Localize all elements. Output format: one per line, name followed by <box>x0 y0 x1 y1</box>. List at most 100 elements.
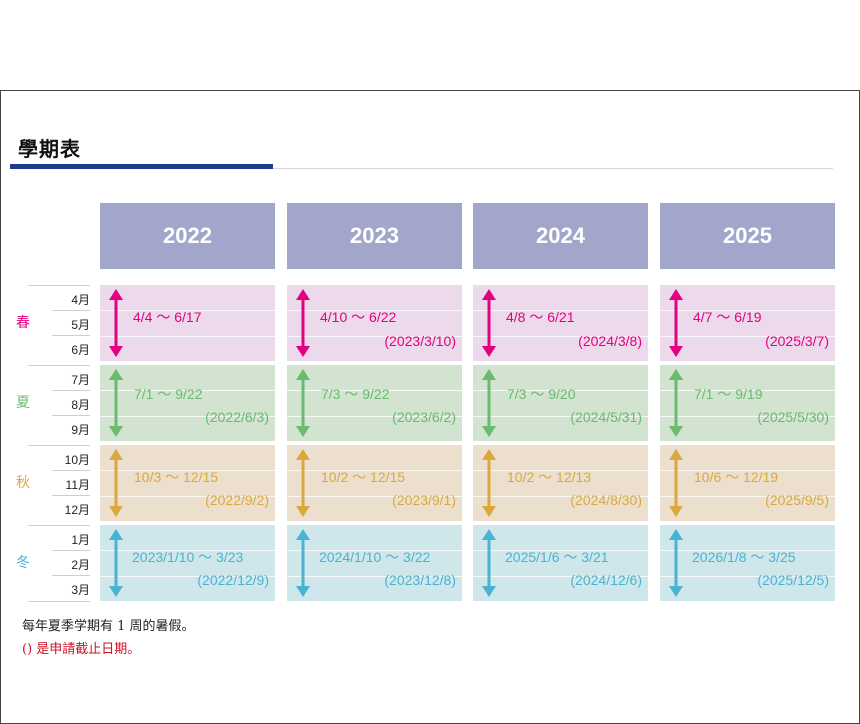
cell-divider <box>473 576 648 577</box>
application-deadline: (2022/9/2) <box>205 492 269 508</box>
arrow-head-down <box>669 346 683 357</box>
term-cell: 4/4 ～ 6/17 <box>100 285 275 361</box>
application-deadline: (2025/5/30) <box>757 409 829 425</box>
arrow-head-down <box>296 506 310 517</box>
application-deadline: (2023/12/8) <box>384 572 456 588</box>
month-divider <box>52 550 90 551</box>
term-cell: 7/3 ～ 9/20 (2024/5/31) <box>473 365 648 441</box>
month-label: 8月 <box>71 398 90 412</box>
arrow-head-up <box>669 529 683 540</box>
arrow-head-down <box>296 586 310 597</box>
cell-divider <box>660 390 835 391</box>
term-range: 7/3 ～ 9/22 <box>321 386 390 402</box>
month-label: 3月 <box>71 583 90 597</box>
arrow-shaft <box>487 377 491 429</box>
title-underline-accent <box>10 164 273 169</box>
double-arrow-icon <box>482 289 496 357</box>
application-deadline: (2024/8/30) <box>570 492 642 508</box>
month-label: 6月 <box>71 343 90 357</box>
arrow-shaft <box>301 297 305 349</box>
cell-divider <box>287 390 462 391</box>
arrow-shaft <box>674 377 678 429</box>
application-deadline: (2025/3/7) <box>765 333 829 349</box>
summer-break-note: 每年夏季学期有 1 周的暑假。 <box>22 619 195 634</box>
month-divider <box>52 575 90 576</box>
cell-divider <box>473 416 648 417</box>
double-arrow-icon <box>669 449 683 517</box>
cell-divider <box>100 310 275 311</box>
arrow-head-up <box>669 289 683 300</box>
application-deadline: (2023/9/1) <box>392 492 456 508</box>
arrow-head-up <box>296 369 310 380</box>
cell-divider <box>100 416 275 417</box>
application-deadline: (2022/12/9) <box>197 572 269 588</box>
term-cell: 10/2 ～ 12/15 (2023/9/1) <box>287 445 462 521</box>
season-label: 秋 <box>16 474 30 490</box>
term-cell: 7/1 ～ 9/19 (2025/5/30) <box>660 365 835 441</box>
double-arrow-icon <box>296 449 310 517</box>
arrow-head-up <box>296 289 310 300</box>
arrow-head-down <box>669 426 683 437</box>
term-range: 10/2 ～ 12/15 <box>321 469 406 485</box>
arrow-shaft <box>114 537 118 589</box>
cell-divider <box>660 416 835 417</box>
arrow-shaft <box>301 457 305 509</box>
arrow-head-down <box>109 426 123 437</box>
term-range: 10/6 ～ 12/19 <box>694 469 779 485</box>
arrow-head-up <box>109 449 123 460</box>
cell-divider <box>100 336 275 337</box>
cell-divider <box>660 336 835 337</box>
double-arrow-icon <box>296 369 310 437</box>
double-arrow-icon <box>482 369 496 437</box>
year-header-2022: 2022 <box>100 203 275 269</box>
term-cell: 2024/1/10 ～ 3/22 (2023/12/8) <box>287 525 462 601</box>
cell-divider <box>473 550 648 551</box>
double-arrow-icon <box>482 449 496 517</box>
month-label: 7月 <box>71 373 90 387</box>
deadline-note: () 是申請截止日期。 <box>22 642 141 657</box>
term-range: 7/1 ～ 9/19 <box>694 386 763 402</box>
year-header-2023: 2023 <box>287 203 462 269</box>
arrow-head-up <box>669 449 683 460</box>
month-divider <box>52 390 90 391</box>
arrow-head-down <box>296 346 310 357</box>
page-title: 學期表 <box>18 139 81 161</box>
arrow-head-up <box>296 449 310 460</box>
cell-divider <box>473 310 648 311</box>
application-deadline: (2023/6/2) <box>392 409 456 425</box>
arrow-head-up <box>482 449 496 460</box>
arrow-shaft <box>674 457 678 509</box>
term-cell: 2025/1/6 ～ 3/21 (2024/12/6) <box>473 525 648 601</box>
cell-divider <box>100 470 275 471</box>
arrow-head-up <box>482 529 496 540</box>
arrow-head-down <box>669 586 683 597</box>
month-label: 2月 <box>71 558 90 572</box>
term-range: 4/4 ～ 6/17 <box>133 309 202 325</box>
arrow-head-down <box>109 586 123 597</box>
double-arrow-icon <box>296 529 310 597</box>
cell-divider <box>287 416 462 417</box>
term-cell: 10/6 ～ 12/19 (2025/9/5) <box>660 445 835 521</box>
month-divider <box>52 310 90 311</box>
cell-divider <box>100 390 275 391</box>
season-label: 冬 <box>16 554 30 570</box>
arrow-shaft <box>114 377 118 429</box>
arrow-head-down <box>109 346 123 357</box>
term-cell: 2026/1/8 ～ 3/25 (2025/12/5) <box>660 525 835 601</box>
arrow-head-up <box>482 289 496 300</box>
arrow-shaft <box>487 297 491 349</box>
application-deadline: (2024/3/8) <box>578 333 642 349</box>
arrow-head-down <box>482 506 496 517</box>
arrow-head-up <box>296 529 310 540</box>
application-deadline: (2025/9/5) <box>765 492 829 508</box>
arrow-shaft <box>301 537 305 589</box>
arrow-shaft <box>487 457 491 509</box>
application-deadline: (2025/12/5) <box>757 572 829 588</box>
double-arrow-icon <box>109 369 123 437</box>
season-divider <box>28 445 90 446</box>
title-underline <box>273 168 833 169</box>
arrow-head-up <box>669 369 683 380</box>
term-range: 2026/1/8 ～ 3/25 <box>692 549 796 565</box>
term-range: 2025/1/6 ～ 3/21 <box>505 549 609 565</box>
term-range: 4/7 ～ 6/19 <box>693 309 762 325</box>
